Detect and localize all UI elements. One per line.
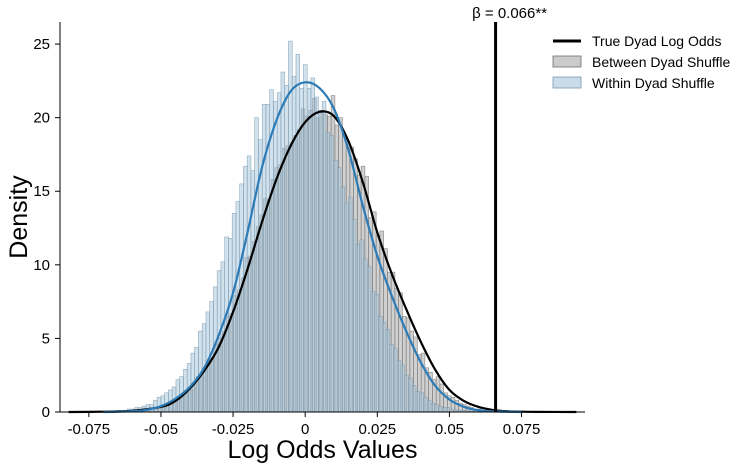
within-dyad-histogram-bar [153, 399, 158, 413]
within-dyad-histogram-bar [423, 396, 428, 413]
within-dyad-histogram-bar [288, 40, 293, 413]
within-dyad-histogram-bar [280, 71, 286, 413]
within-dyad-histogram-bar [434, 404, 439, 413]
legend-label-true-dyad: True Dyad Log Odds [592, 33, 721, 49]
y-tick-label: 10 [33, 257, 50, 274]
within-dyad-histogram-bar [325, 132, 331, 413]
within-dyad-histogram-bar [408, 377, 413, 413]
within-dyad-histogram-bar [340, 186, 346, 413]
within-dyad-histogram-bar [441, 407, 447, 413]
x-axis-ticks: -0.075 -0.05 -0.025 0 0.025 0.05 0.075 [68, 412, 541, 438]
within-dyad-histogram-bar [374, 293, 379, 413]
within-dyad-histogram-bar [381, 321, 387, 413]
x-tick-label: 0.025 [359, 421, 397, 438]
within-dyad-histogram-bar [254, 117, 259, 413]
within-dyad-histogram-bar [306, 87, 312, 413]
legend-swatch-between-dyad [552, 55, 582, 68]
x-tick-label: 0.075 [503, 421, 541, 438]
y-axis-ticks: 0 5 10 15 20 25 [33, 36, 60, 421]
within-dyad-histogram-bar [393, 348, 398, 413]
x-tick-label: -0.025 [212, 421, 255, 438]
within-dyad-histogram-bar [336, 167, 342, 413]
x-tick-label: 0.05 [435, 421, 464, 438]
within-dyad-histogram-bar [344, 202, 349, 413]
legend-swatch-within-dyad [552, 76, 582, 89]
y-tick-label: 15 [33, 183, 50, 200]
within-dyad-histogram-bar [261, 104, 267, 413]
within-dyad-kde-curve [103, 81, 522, 414]
within-dyad-histogram-bar [303, 64, 308, 413]
within-dyad-histogram-bar [348, 196, 353, 413]
within-dyad-histogram-bar [156, 396, 162, 413]
within-dyad-histogram-bar [385, 329, 391, 413]
within-dyad-histogram-bar [318, 110, 323, 413]
within-dyad-histogram-bar [415, 391, 421, 413]
within-dyad-histogram-bar [404, 374, 409, 413]
within-dyad-histogram-bar [445, 407, 451, 413]
within-dyad-histogram-bar [351, 218, 357, 413]
within-dyad-histogram-bar [235, 201, 241, 413]
within-dyad-histogram-bar [389, 344, 394, 413]
within-dyad-histogram-bar [333, 160, 338, 413]
within-dyad-histogram-bar [273, 101, 278, 413]
within-dyad-histogram-bar [291, 76, 297, 413]
within-dyad-histogram-bar [355, 243, 361, 413]
within-dyad-histogram-bar [411, 385, 417, 413]
beta-annotation: β = 0.066** [472, 5, 547, 22]
within-dyad-histogram-bar [400, 364, 406, 413]
within-dyad-histogram-bar [299, 87, 304, 413]
legend-label-between-dyad: Between Dyad Shuffle [592, 54, 730, 70]
within-dyad-histogram-bar [239, 183, 244, 413]
within-dyad-histogram-bar [314, 96, 319, 413]
within-dyad-histogram-bar [363, 258, 368, 413]
within-dyad-histogram-bar [426, 399, 432, 413]
within-dyad-histogram-bar [295, 54, 301, 413]
within-dyad-histogram-bar [366, 266, 372, 413]
x-tick-label: 0 [301, 421, 309, 438]
within-dyad-histogram-bar [370, 291, 376, 413]
within-dyad-histogram-bar [396, 360, 402, 413]
legend: True Dyad Log Odds Between Dyad Shuffle … [552, 33, 730, 91]
y-tick-label: 5 [42, 330, 50, 347]
within-dyad-histogram-bar [310, 77, 316, 413]
y-tick-label: 25 [33, 36, 50, 53]
within-dyad-histogram-bar [284, 84, 289, 413]
within-dyad-histogram-bar [438, 405, 443, 413]
within-dyad-histogram-bar [378, 316, 383, 413]
y-tick-label: 0 [42, 404, 50, 421]
within-dyad-histogram-bar [246, 155, 252, 413]
within-dyad-histogram-bar [359, 239, 364, 413]
x-tick-label: -0.05 [144, 421, 178, 438]
x-axis-title: Log Odds Values [228, 436, 418, 464]
y-axis-title: Density [5, 175, 33, 259]
y-tick-label: 20 [33, 110, 50, 127]
x-tick-label: -0.075 [68, 421, 111, 438]
within-dyad-histogram-bar [430, 402, 436, 413]
within-dyad-histogram-bar [419, 392, 424, 413]
within-dyad-histogram-bar [329, 135, 334, 413]
within-dyad-histogram-bar [276, 92, 282, 413]
legend-label-within-dyad: Within Dyad Shuffle [592, 75, 715, 91]
within-dyad-histogram-bar [243, 165, 248, 413]
within-dyad-histogram-bar [321, 101, 327, 413]
